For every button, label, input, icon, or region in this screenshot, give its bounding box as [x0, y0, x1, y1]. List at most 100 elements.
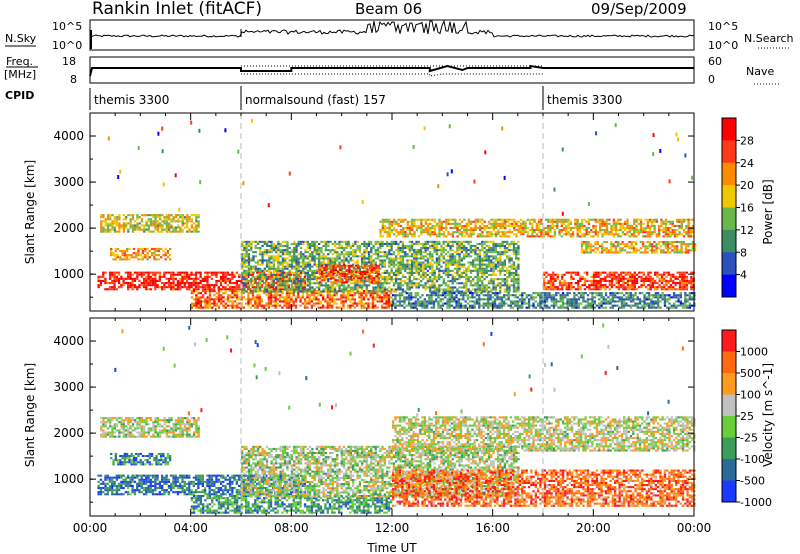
- echo-cell: [315, 244, 318, 247]
- echo-cell: [137, 258, 140, 261]
- echo-cell: [506, 276, 509, 279]
- echo-cell: [147, 284, 150, 287]
- echo-cell: [535, 229, 538, 232]
- echo-cell: [504, 222, 507, 225]
- echo-cell: [506, 257, 509, 260]
- freq-panel: [89, 56, 695, 84]
- echo-cell: [383, 265, 386, 268]
- echo-cell: [97, 277, 100, 280]
- echo-cell: [290, 282, 294, 285]
- echo-cell: [265, 304, 268, 307]
- echo-cell: [290, 284, 294, 287]
- echo-cell: [379, 267, 382, 270]
- echo-cell: [102, 230, 105, 233]
- echo-cell: [460, 247, 463, 250]
- echo-cell: [137, 247, 140, 250]
- echo-cell: [376, 253, 380, 256]
- echo-cell: [508, 218, 511, 221]
- echo-cell: [383, 224, 387, 227]
- echo-cell: [147, 226, 150, 229]
- echo-cell: [357, 281, 360, 284]
- echo-cell: [424, 247, 427, 250]
- echo-cell: [204, 277, 207, 280]
- echo-cell: [343, 266, 346, 269]
- echo-cell: [324, 290, 328, 293]
- echo-cell: [348, 277, 351, 280]
- echo-cell: [390, 229, 393, 232]
- echo-cell: [387, 300, 390, 303]
- echo-cell: [156, 279, 159, 282]
- echo-cell: [301, 292, 304, 295]
- echo-cell: [406, 259, 409, 262]
- echo-cell: [547, 229, 550, 232]
- echo-cell: [583, 282, 587, 285]
- echo-cell: [321, 264, 324, 267]
- echo-cell: [352, 277, 355, 280]
- echo-cell: [630, 251, 633, 254]
- echo-cell: [290, 242, 294, 245]
- echo-cell: [431, 257, 434, 260]
- echo-cell: [285, 292, 289, 295]
- echo-cell: [540, 229, 543, 232]
- echo-cell: [302, 261, 305, 264]
- echo-cell: [285, 286, 288, 289]
- echo-cell: [694, 245, 697, 248]
- echo-cell: [268, 257, 271, 260]
- echo-cell: [102, 279, 105, 282]
- echo-cell: [114, 250, 117, 253]
- echo-cell: [492, 220, 495, 223]
- echo-cell: [172, 288, 175, 291]
- echo-cell: [635, 224, 638, 227]
- echo-cell: [345, 264, 349, 267]
- echo-cell: [197, 271, 200, 274]
- echo-cell: [226, 271, 229, 274]
- echo-cell: [662, 249, 665, 252]
- echo-cell: [331, 259, 334, 262]
- echo-cell: [649, 227, 652, 230]
- echo-cell: [399, 286, 402, 289]
- echo-cell: [161, 220, 164, 223]
- echo-cell: [197, 222, 200, 225]
- echo-cell: [567, 286, 571, 289]
- echo-cell: [299, 284, 303, 287]
- echo-cell: [249, 298, 252, 301]
- echo-cell: [241, 263, 244, 266]
- echo-cell: [157, 250, 160, 253]
- echo-cell: [506, 220, 509, 223]
- echo-cell: [395, 282, 398, 285]
- echo-cell: [449, 240, 452, 243]
- echo-cell: [356, 244, 359, 247]
- echo-cell: [435, 249, 439, 252]
- echo-cell: [603, 229, 606, 232]
- echo-cell: [165, 228, 169, 231]
- echo-cell: [277, 265, 280, 268]
- echo-cell: [159, 226, 162, 229]
- echo-cell: [429, 267, 432, 270]
- echo-cell: [487, 255, 491, 258]
- echo-cell: [97, 284, 100, 287]
- echo-cell: [217, 292, 221, 295]
- echo-cell: [605, 233, 609, 236]
- echo-cell: [399, 261, 402, 264]
- echo-cell: [332, 264, 335, 267]
- echo-cell: [552, 284, 555, 287]
- echo-cell: [442, 242, 445, 245]
- echo-cell: [299, 261, 303, 264]
- echo-cell: [243, 278, 246, 281]
- echo-cell: [381, 218, 384, 221]
- echo-cell: [342, 261, 346, 264]
- echo-cell: [109, 218, 112, 221]
- echo-cell: [238, 290, 241, 293]
- echo-cell: [366, 270, 369, 273]
- echo-cell: [302, 271, 305, 274]
- echo-cell: [601, 247, 604, 250]
- echo-cell: [583, 249, 586, 252]
- echo-cell: [361, 255, 364, 258]
- echo-cell: [174, 214, 178, 217]
- echo-cell: [375, 270, 378, 273]
- echo-cell: [553, 220, 557, 223]
- echo-cell: [474, 276, 477, 279]
- echo-cell: [331, 242, 334, 245]
- echo-cell: [592, 231, 595, 234]
